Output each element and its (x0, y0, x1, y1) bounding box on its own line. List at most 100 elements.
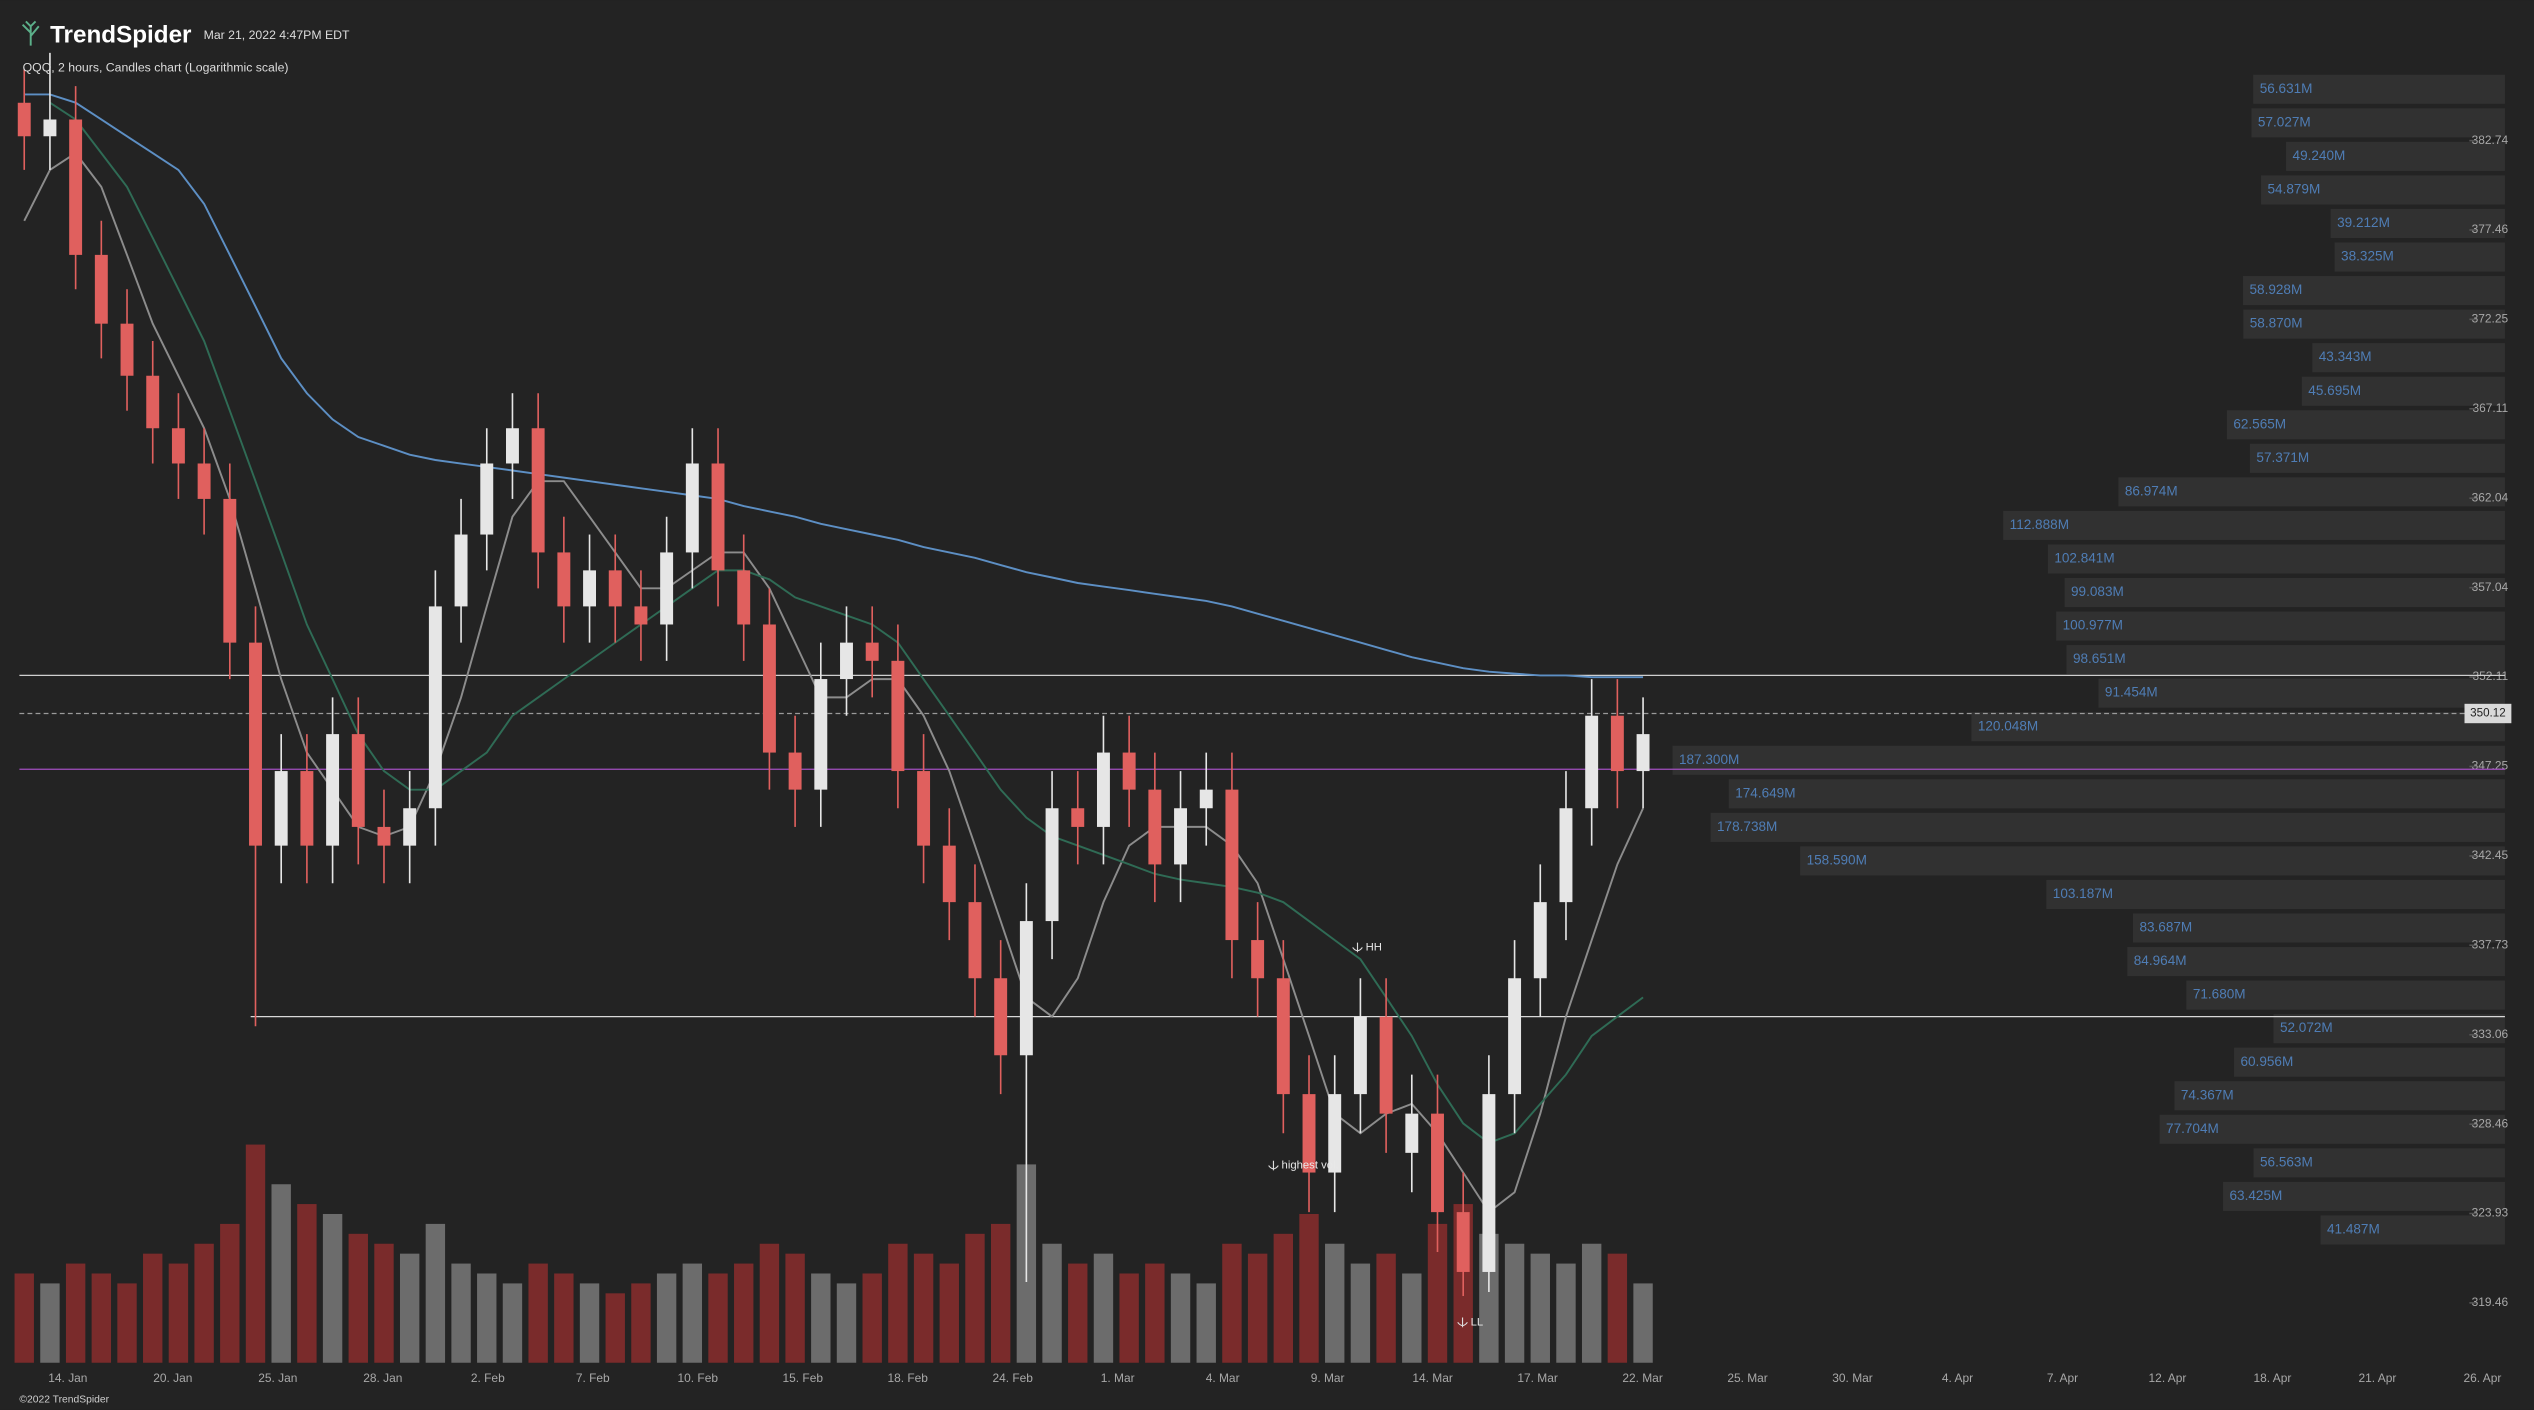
volume-profile-bar (2243, 309, 2505, 339)
candle-body (634, 606, 648, 625)
annotation: HH (1366, 941, 1382, 953)
volume-profile-label: 83.687M (2139, 920, 2192, 935)
candle-body (274, 771, 288, 846)
volume-bar (1504, 1243, 1525, 1363)
x-tick-label: 22. Mar (1622, 1371, 1662, 1385)
volume-bar (143, 1253, 163, 1363)
x-tick-label: 21. Apr (2359, 1371, 2397, 1385)
volume-profile-bar (2330, 208, 2505, 239)
volume-profile-label: 58.870M (2250, 316, 2303, 331)
candle-body (942, 845, 956, 903)
last-price-box (2464, 703, 2512, 724)
volume-profile-label: 178.738M (1717, 819, 1777, 834)
volume-profile-label: 91.454M (2105, 685, 2158, 700)
volume-profile-label: 158.590M (1807, 852, 1867, 867)
volume-profile-bar (2251, 108, 2505, 138)
volume-profile-label: 103.187M (2053, 886, 2113, 901)
x-tick-label: 24. Feb (992, 1371, 1033, 1385)
volume-profile-label: 74.367M (2181, 1087, 2234, 1102)
volume-profile-bar (2132, 913, 2505, 943)
volume-profile-bar (2159, 1114, 2505, 1144)
candle-body (557, 552, 571, 607)
volume-profile-label: 60.956M (2240, 1054, 2293, 1069)
candle-body (454, 534, 468, 607)
volume-bar (1093, 1253, 1114, 1363)
y-tick-label: 328.46 (2472, 1116, 2509, 1130)
volume-profile-label: 57.027M (2258, 114, 2311, 129)
candle-body (249, 642, 262, 846)
volume-bar (939, 1263, 959, 1363)
candle-body (583, 570, 597, 607)
volume-profile-bar (2223, 1181, 2505, 1211)
anchor-icon (1352, 942, 1363, 953)
candle-body (1405, 1113, 1419, 1153)
volume-bar (631, 1283, 651, 1363)
volume-profile-label: 63.425M (2230, 1188, 2283, 1203)
x-tick-label: 7. Apr (2047, 1371, 2078, 1385)
candle-body (531, 428, 545, 553)
candle-body (1431, 1113, 1444, 1213)
volume-profile-bar (2249, 443, 2505, 473)
volume-bar (399, 1253, 420, 1363)
x-tick-label: 10. Feb (678, 1371, 719, 1385)
x-tick-label: 12. Apr (2149, 1371, 2187, 1385)
annotation: LL (1471, 1316, 1484, 1328)
volume-bar (117, 1283, 137, 1363)
volume-profile-bar (2243, 276, 2505, 306)
volume-bar (168, 1263, 189, 1363)
candle-body (1379, 1016, 1393, 1114)
volume-profile-label: 56.563M (2260, 1154, 2313, 1169)
candle-body (891, 660, 905, 772)
volume-bar (913, 1253, 934, 1363)
candle-body (608, 570, 622, 607)
volume-profile-label: 71.680M (2193, 987, 2246, 1002)
volume-profile-bar (2186, 980, 2505, 1010)
plot-area: 382.74 377.46 372.25 367.11 362.04 357.04 352.… (14, 52, 2512, 1385)
volume-bar (990, 1223, 1011, 1363)
volume-profile-bar (2047, 544, 2505, 574)
volume-bar (1325, 1243, 1345, 1363)
volume-bar (65, 1263, 86, 1363)
volume-profile-bar (2334, 242, 2505, 272)
volume-profile-label: 99.083M (2071, 584, 2124, 599)
candle-body (1071, 808, 1085, 827)
x-tick-label: 14. Mar (1412, 1371, 1452, 1385)
candle-body (660, 552, 674, 625)
x-tick-label: 26. Apr (2463, 1371, 2501, 1385)
volume-profile-label: 57.371M (2256, 450, 2309, 465)
volume-bar (682, 1263, 703, 1363)
volume-profile-label: 58.928M (2249, 282, 2302, 297)
volume-bar (528, 1263, 548, 1363)
candle-body (1456, 1212, 1470, 1272)
volume-profile-bar (2273, 1014, 2505, 1044)
volume-profile-bar (1672, 745, 2505, 775)
candle-body (865, 642, 879, 661)
x-tick-label: 1. Mar (1101, 1371, 1135, 1385)
x-tick-label: 7. Feb (576, 1371, 610, 1385)
y-tick-label: 372.25 (2472, 312, 2509, 326)
candle-body (788, 752, 802, 790)
candle-body (326, 734, 340, 846)
candle-body (1353, 1016, 1367, 1095)
volume-profile-label: 38.325M (2341, 249, 2394, 264)
candle-body (505, 428, 519, 464)
y-tick-label: 377.46 (2472, 222, 2509, 236)
volume-bar (579, 1283, 600, 1363)
volume-profile-label: 77.704M (2166, 1121, 2219, 1136)
x-tick-label: 9. Mar (1311, 1371, 1345, 1385)
volume-bar (708, 1273, 728, 1363)
candle-body (994, 978, 1008, 1056)
x-tick-label: 14. Jan (48, 1371, 87, 1385)
candle-body (1019, 921, 1033, 1056)
volume-bar (451, 1263, 471, 1363)
volume-bar (425, 1223, 446, 1363)
candle-body (300, 771, 314, 846)
candle-body (223, 498, 237, 643)
footer: ©2022 TrendSpider (19, 1395, 109, 1406)
volume-bar (1299, 1213, 1319, 1363)
subtitle: QQQ, 2 hours, Candles chart (Logarithmic… (23, 61, 289, 75)
candle-body (840, 642, 853, 680)
volume-bar (348, 1233, 368, 1363)
x-tick-label: 28. Jan (363, 1371, 402, 1385)
